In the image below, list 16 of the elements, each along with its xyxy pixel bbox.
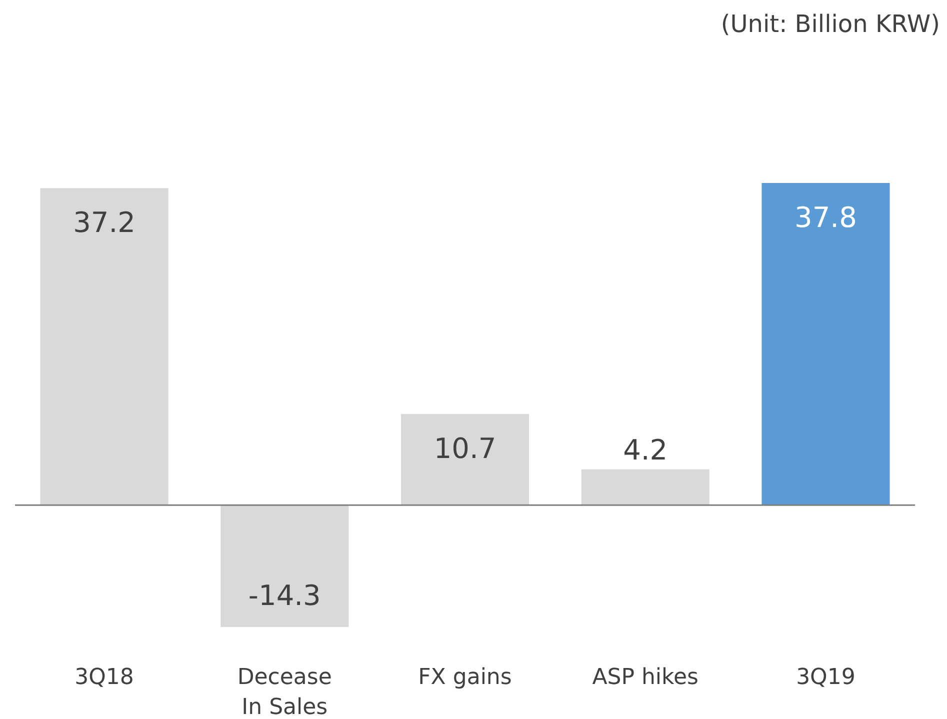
data-label: -14.3 xyxy=(248,579,321,612)
x-tick-label: FX gains xyxy=(418,665,512,690)
x-tick-label: 3Q19 xyxy=(796,665,856,690)
bar xyxy=(220,505,349,627)
data-label: 37.2 xyxy=(73,206,136,240)
x-tick-label: 3Q18 xyxy=(74,665,134,690)
bar xyxy=(581,469,710,506)
data-label: 10.7 xyxy=(434,432,496,465)
x-tick-label: Decease In Sales xyxy=(237,665,332,719)
text: (Unit: Billion KRW) xyxy=(720,10,940,38)
bar xyxy=(400,414,530,506)
data-label: 4.2 xyxy=(623,433,668,466)
bar xyxy=(40,188,168,506)
x-tick-label: ASP hikes xyxy=(592,665,699,690)
data-label: 37.8 xyxy=(794,201,857,234)
bar xyxy=(762,183,890,506)
